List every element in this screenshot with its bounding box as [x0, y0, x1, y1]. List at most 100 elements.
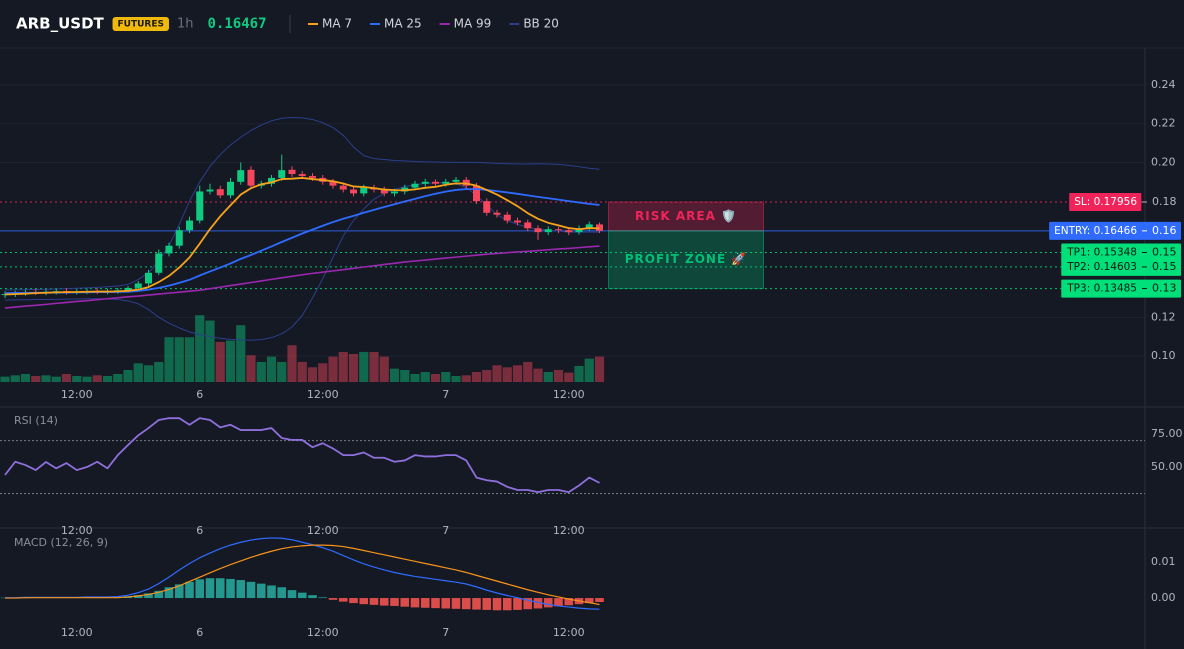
candle-body	[309, 175, 316, 178]
moving-average	[4, 177, 600, 296]
volume-bar	[20, 373, 31, 382]
macd-histogram-bar	[461, 598, 471, 610]
x-tick-label: 12:00	[61, 626, 93, 639]
legend-label: MA 99	[454, 17, 492, 31]
x-tick-label: 12:00	[307, 524, 339, 537]
candle-body	[575, 228, 583, 233]
legend-label: MA 25	[384, 17, 422, 31]
volume-bar	[389, 368, 400, 382]
candle-body	[145, 272, 152, 284]
macd-histogram-bar	[420, 598, 430, 608]
volume-bar	[297, 361, 307, 382]
volume-bar	[348, 353, 359, 382]
volume-bar	[420, 371, 430, 382]
volume-bar	[246, 355, 256, 382]
candle-body	[452, 179, 460, 182]
volume-bar	[133, 363, 143, 382]
candle-body	[391, 191, 398, 194]
candle-body	[237, 170, 245, 182]
y-tick-label: 0.20	[1151, 155, 1176, 168]
volume-bar	[72, 375, 82, 382]
macd-histogram-bar	[174, 584, 184, 599]
macd-histogram-bar	[267, 585, 276, 599]
volume-bar	[430, 373, 441, 382]
volume-bar	[256, 361, 266, 382]
level-axis-label: 0.15	[1152, 246, 1177, 259]
x-tick-label: 6	[196, 388, 203, 401]
volume-bar	[502, 367, 512, 382]
volume-bar	[51, 376, 61, 382]
macd-histogram-bar	[564, 598, 574, 606]
macd-histogram-bar	[482, 598, 492, 610]
macd-histogram-bar	[472, 598, 481, 610]
macd-histogram-bar	[554, 598, 563, 607]
volume-bar	[471, 371, 482, 382]
level-tag	[1069, 193, 1142, 212]
volume-bar	[184, 337, 195, 382]
volume-bar	[564, 372, 574, 382]
volume-bar	[225, 340, 236, 382]
volume-bar	[215, 341, 225, 382]
volume-bar	[0, 376, 10, 382]
candle-body	[555, 229, 562, 231]
x-tick-label: 6	[196, 524, 203, 537]
candle-body	[206, 189, 214, 192]
badge-background	[112, 17, 169, 31]
volume-bar	[31, 375, 41, 382]
y-tick-label: 50.00	[1151, 460, 1183, 473]
volume-bar	[492, 365, 502, 382]
volume-bar	[92, 375, 102, 382]
volume-bar	[10, 375, 20, 382]
x-tick-label: 7	[442, 388, 449, 401]
signal-line	[5, 544, 600, 606]
candle-body	[534, 228, 542, 233]
candle-body	[278, 170, 286, 178]
y-tick-label: 0.24	[1151, 78, 1176, 91]
candle-body	[165, 245, 173, 254]
volume-bar	[512, 365, 523, 382]
level-tag	[1061, 243, 1181, 262]
volume-bar	[123, 369, 133, 382]
level-axis-label: 0.13	[1152, 282, 1177, 295]
volume-bar	[143, 365, 154, 382]
x-tick-label: 12:00	[553, 626, 585, 639]
volume-bar	[113, 373, 123, 382]
candle-body	[186, 220, 193, 231]
volume-bar	[574, 365, 584, 382]
macd-histogram-bar	[543, 598, 553, 608]
volume-bar	[277, 361, 287, 382]
macd-histogram-bar	[195, 579, 205, 599]
last-price: 0.16467	[208, 16, 267, 32]
interval: 1h	[177, 17, 194, 32]
volume-bar	[82, 376, 92, 382]
rsi-line	[4, 417, 600, 494]
volume-bar	[236, 325, 246, 382]
candle-body	[134, 283, 142, 288]
volume-bar	[533, 368, 543, 382]
level-tag-label: TP1: 0.15348	[1066, 247, 1137, 259]
bollinger-upper	[4, 117, 600, 291]
candle-body	[216, 189, 224, 196]
candle-body	[288, 169, 296, 175]
volume-bar	[164, 337, 174, 382]
volume-bar	[400, 369, 410, 382]
macd-histogram-bar	[492, 598, 502, 611]
candle-body	[493, 212, 501, 215]
macd-histogram-bar	[379, 598, 389, 606]
macd-histogram-bar	[359, 598, 369, 605]
x-tick-label: 12:00	[553, 524, 585, 537]
macd-histogram-bar	[144, 593, 153, 599]
level-tag-label: TP2: 0.14603	[1066, 261, 1137, 273]
macd-histogram-bar	[236, 580, 246, 599]
macd-histogram-bar	[410, 598, 420, 608]
macd-histogram-bar	[441, 598, 451, 609]
volume-bar	[441, 371, 451, 382]
zone-label: RISK AREA 🛡️	[635, 209, 737, 223]
macd-histogram-bar	[523, 598, 533, 610]
volume-bar	[307, 367, 318, 382]
volume-bar	[379, 356, 389, 382]
y-tick-label: 0.00	[1151, 591, 1176, 604]
macd-histogram-bar	[287, 590, 297, 599]
